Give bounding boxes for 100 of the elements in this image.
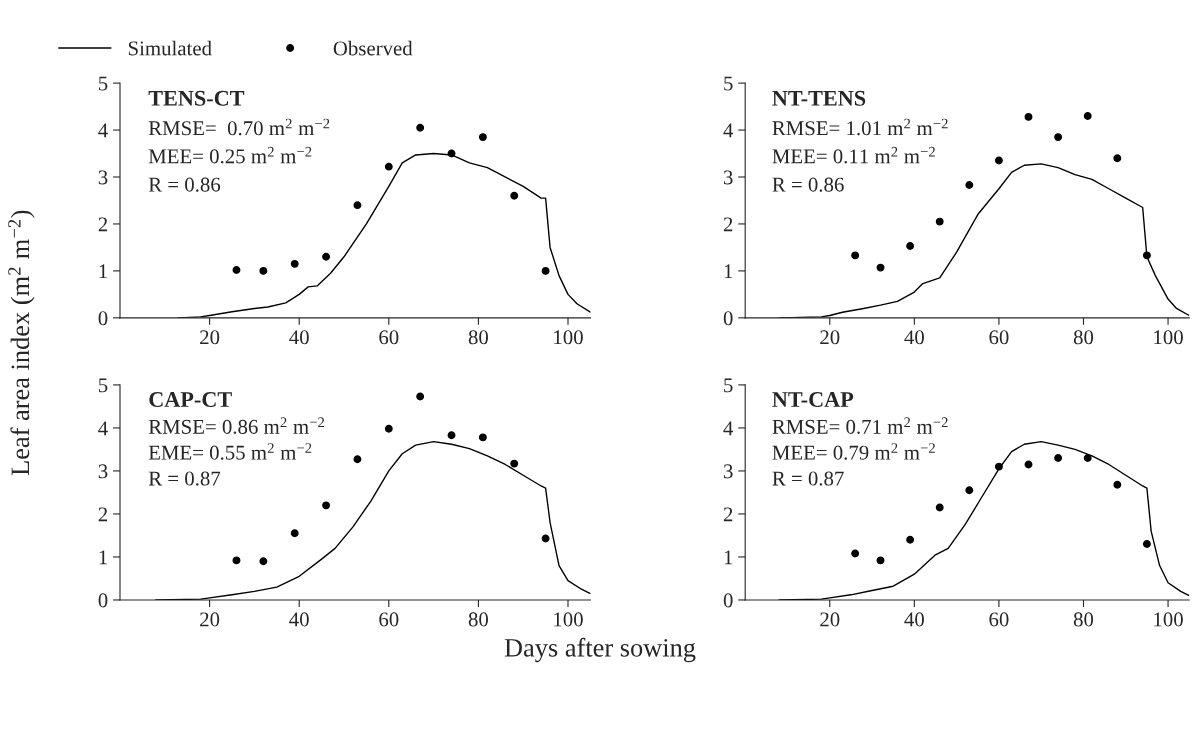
point <box>994 462 1003 471</box>
point <box>935 503 944 512</box>
point <box>353 455 362 464</box>
y-tick-label: 1 <box>99 264 107 279</box>
point <box>541 534 550 543</box>
chart-title: TENS-CT <box>148 90 245 106</box>
point <box>232 556 241 565</box>
point <box>384 162 393 171</box>
legend-label: Simulated <box>128 40 212 56</box>
y-tick-label: 4 <box>723 123 734 138</box>
x-axis-title: Days after sowing <box>504 637 696 663</box>
annotation: EME= 0.55 m$^{2}$ m$^{−2}$ <box>148 443 312 460</box>
annotation: RMSE= 0.86 m$^{2}$ m$^{−2}$ <box>148 417 325 434</box>
y-tick-label: 5 <box>724 76 733 91</box>
point <box>851 251 860 260</box>
y-tick-label: 3 <box>98 170 108 185</box>
x-tick-label: 20 <box>200 330 220 345</box>
y-tick-label: 4 <box>98 123 108 138</box>
y-tick-label: 1 <box>99 550 107 565</box>
point <box>1113 154 1122 163</box>
chart-title: NT-CAP <box>772 392 854 407</box>
point <box>965 486 974 495</box>
point <box>478 133 487 142</box>
point <box>1142 251 1151 260</box>
point <box>965 181 974 189</box>
x-tick-label: 60 <box>989 612 1009 627</box>
point <box>416 392 425 401</box>
chart-title: CAP-CT <box>149 392 232 407</box>
point <box>1083 112 1092 120</box>
point <box>994 156 1003 165</box>
y-tick-label: 0 <box>723 311 733 326</box>
x-tick-label: 40 <box>904 612 924 627</box>
point <box>259 557 268 566</box>
x-tick-label: 20 <box>820 612 840 627</box>
chart-title: NT-TENS <box>772 90 866 106</box>
y-tick-label: 4 <box>98 421 108 436</box>
point <box>384 424 393 433</box>
point <box>447 431 456 440</box>
point <box>1113 480 1122 489</box>
y-tick-label: 0 <box>98 593 108 608</box>
annotation: RMSE= 1.01 m$^{2}$ m$^{−2}$ <box>772 118 948 136</box>
y-tick-label: 2 <box>723 507 733 522</box>
point <box>510 191 519 200</box>
x-tick-label: 20 <box>820 330 840 345</box>
y-tick-label: 5 <box>724 378 733 393</box>
annotation: RMSE= 0.71 m$^{2}$ m$^{−2}$ <box>772 417 948 434</box>
x-tick-label: 80 <box>1073 330 1094 345</box>
annotation: MEE= 0.11 m$^{2}$ m$^{−2}$ <box>772 146 935 164</box>
y-tick-label: 2 <box>98 217 108 232</box>
point <box>290 529 299 538</box>
point <box>447 149 456 158</box>
x-tick-label: 40 <box>904 330 924 345</box>
point <box>416 123 425 132</box>
point <box>906 535 915 544</box>
y-tick-label: 4 <box>723 421 734 436</box>
point <box>259 266 268 275</box>
point <box>876 263 885 272</box>
point <box>322 252 331 261</box>
point <box>851 549 860 558</box>
x-tick-label: 100 <box>554 612 583 627</box>
point <box>1054 454 1063 462</box>
y-tick-label: 0 <box>723 593 733 608</box>
x-tick-label: 40 <box>289 612 309 627</box>
annotation: MEE= 0.25 m$^{2}$ m$^{−2}$ <box>148 146 312 164</box>
point <box>906 242 915 250</box>
x-tick-label: 100 <box>1154 330 1183 345</box>
annotation: R = 0.87 <box>148 471 221 486</box>
point <box>353 201 362 210</box>
point <box>935 217 944 226</box>
x-tick-label: 60 <box>379 330 399 345</box>
point <box>1142 540 1151 549</box>
y-tick-label: 2 <box>723 217 733 232</box>
annotation: R = 0.86 <box>772 177 844 192</box>
y-tick-label: 5 <box>98 76 108 91</box>
annotation: MEE= 0.79 m$^{2}$ m$^{−2}$ <box>772 443 935 460</box>
annotation: R = 0.86 <box>148 177 221 192</box>
y-tick-label: 0 <box>98 311 108 326</box>
point <box>510 459 519 468</box>
point <box>232 266 241 274</box>
y-tick-label: 1 <box>724 264 733 279</box>
x-tick-label: 100 <box>1154 612 1183 627</box>
x-tick-label: 40 <box>289 330 309 345</box>
x-tick-label: 80 <box>1073 612 1094 627</box>
y-tick-label: 3 <box>723 464 733 479</box>
x-tick-label: 60 <box>989 330 1009 345</box>
x-tick-label: 80 <box>468 612 489 627</box>
annotation: R = 0.87 <box>772 471 844 486</box>
y-tick-label: 5 <box>98 378 108 393</box>
y-axis-title: Leaf area index (m$^{2}$ m$^{−2}$) <box>8 210 35 476</box>
point <box>1024 112 1033 121</box>
x-tick-label: 60 <box>379 612 399 627</box>
point <box>1083 454 1092 462</box>
legend-label: Observed <box>333 40 413 56</box>
point <box>1054 133 1063 142</box>
y-tick-label: 2 <box>98 507 108 522</box>
y-tick-label: 1 <box>724 550 733 565</box>
point <box>322 501 331 510</box>
x-tick-label: 20 <box>200 612 220 627</box>
y-tick-label: 3 <box>723 170 733 185</box>
y-tick-label: 3 <box>98 464 108 479</box>
